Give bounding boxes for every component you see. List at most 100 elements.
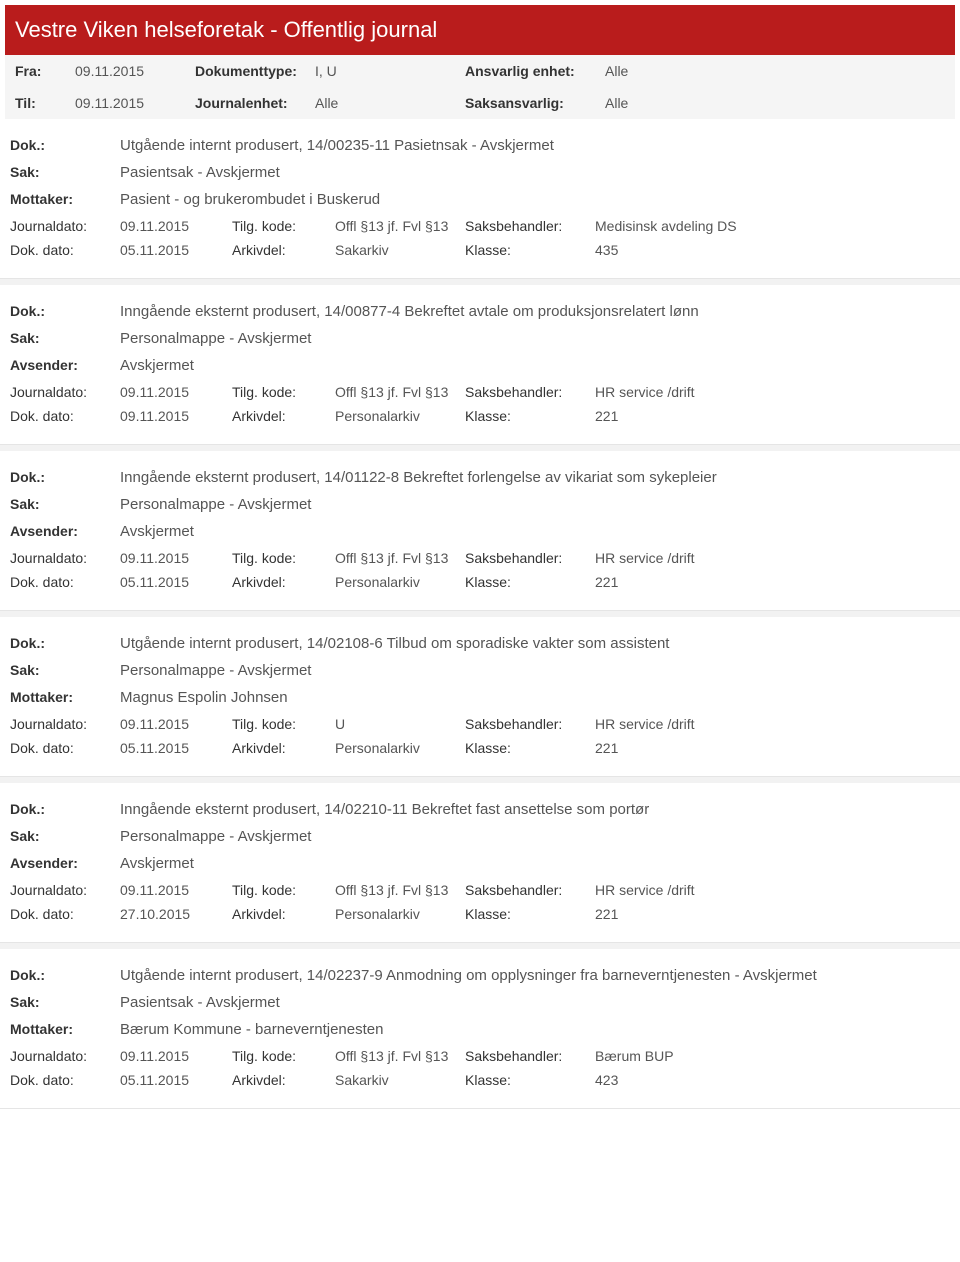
party-value: Avskjermet [120, 357, 194, 374]
journal-entry: Dok.: Inngående eksternt produsert, 14/0… [0, 783, 960, 943]
sak-value: Personalmappe - Avskjermet [120, 330, 311, 347]
arkivdel-label: Arkivdel: [232, 740, 335, 756]
arkivdel-label: Arkivdel: [232, 1072, 335, 1088]
journaldato-value: 09.11.2015 [120, 218, 232, 234]
journaldato-value: 09.11.2015 [120, 550, 232, 566]
arkivdel-label: Arkivdel: [232, 408, 335, 424]
arkivdel-value: Personalarkiv [335, 740, 465, 756]
party-label: Avsender: [10, 855, 120, 871]
sak-value: Personalmappe - Avskjermet [120, 828, 311, 845]
meta-row-1: Fra: 09.11.2015 Dokumenttype: I, U Ansva… [5, 55, 955, 87]
dokdato-label: Dok. dato: [10, 242, 120, 258]
saksansvarlig-value: Alle [605, 95, 628, 111]
party-value: Avskjermet [120, 855, 194, 872]
dok-value: Inngående eksternt produsert, 14/01122-8… [120, 469, 717, 486]
party-label: Mottaker: [10, 191, 120, 207]
arkivdel-value: Personalarkiv [335, 906, 465, 922]
klasse-value: 221 [595, 574, 618, 590]
dokdato-value: 05.11.2015 [120, 242, 232, 258]
doktype-value: I, U [315, 63, 365, 79]
dokdato-label: Dok. dato: [10, 906, 120, 922]
klasse-label: Klasse: [465, 574, 595, 590]
klasse-label: Klasse: [465, 242, 595, 258]
saksbehandler-label: Saksbehandler: [465, 550, 595, 566]
arkivdel-value: Sakarkiv [335, 242, 465, 258]
dok-value: Utgående internt produsert, 14/02108-6 T… [120, 635, 669, 652]
dokdato-value: 05.11.2015 [120, 740, 232, 756]
sak-value: Pasientsak - Avskjermet [120, 994, 280, 1011]
saksbehandler-label: Saksbehandler: [465, 882, 595, 898]
sak-label: Sak: [10, 662, 120, 678]
dok-label: Dok.: [10, 967, 120, 983]
sak-label: Sak: [10, 828, 120, 844]
saksbehandler-label: Saksbehandler: [465, 218, 595, 234]
journaldato-value: 09.11.2015 [120, 716, 232, 732]
sak-value: Personalmappe - Avskjermet [120, 662, 311, 679]
journaldato-label: Journaldato: [10, 882, 120, 898]
klasse-label: Klasse: [465, 408, 595, 424]
tilgkode-value: Offl §13 jf. Fvl §13 [335, 218, 465, 234]
meta-row-2: Til: 09.11.2015 Journalenhet: Alle Saksa… [5, 87, 955, 119]
saksbehandler-value: HR service /drift [595, 550, 695, 566]
journal-entry: Dok.: Utgående internt produsert, 14/002… [0, 119, 960, 279]
saksbehandler-label: Saksbehandler: [465, 384, 595, 400]
tilgkode-value: Offl §13 jf. Fvl §13 [335, 1048, 465, 1064]
dok-value: Inngående eksternt produsert, 14/00877-4… [120, 303, 699, 320]
journal-entry: Dok.: Utgående internt produsert, 14/021… [0, 617, 960, 777]
fra-label: Fra: [15, 63, 75, 79]
tilgkode-value: Offl §13 jf. Fvl §13 [335, 384, 465, 400]
journaldato-label: Journaldato: [10, 1048, 120, 1064]
journalenhet-label: Journalenhet: [195, 95, 315, 111]
sak-value: Pasientsak - Avskjermet [120, 164, 280, 181]
journaldato-value: 09.11.2015 [120, 1048, 232, 1064]
header-title: Vestre Viken helseforetak - Offentlig jo… [15, 17, 437, 42]
dok-value: Utgående internt produsert, 14/02237-9 A… [120, 967, 817, 984]
party-value: Bærum Kommune - barneverntjenesten [120, 1021, 383, 1038]
klasse-value: 435 [595, 242, 618, 258]
til-value: 09.11.2015 [75, 95, 155, 111]
party-value: Pasient - og brukerombudet i Buskerud [120, 191, 380, 208]
dokdato-label: Dok. dato: [10, 574, 120, 590]
saksansvarlig-label: Saksansvarlig: [465, 95, 605, 111]
tilgkode-value: U [335, 716, 465, 732]
dokdato-value: 05.11.2015 [120, 1072, 232, 1088]
tilgkode-label: Tilg. kode: [232, 1048, 335, 1064]
ansvarlig-value: Alle [605, 63, 628, 79]
klasse-value: 221 [595, 906, 618, 922]
sak-label: Sak: [10, 164, 120, 180]
tilgkode-label: Tilg. kode: [232, 384, 335, 400]
dokdato-label: Dok. dato: [10, 740, 120, 756]
saksbehandler-value: HR service /drift [595, 716, 695, 732]
sak-label: Sak: [10, 330, 120, 346]
saksbehandler-value: Medisinsk avdeling DS [595, 218, 737, 234]
arkivdel-value: Personalarkiv [335, 408, 465, 424]
party-label: Mottaker: [10, 1021, 120, 1037]
party-label: Avsender: [10, 357, 120, 373]
klasse-label: Klasse: [465, 740, 595, 756]
journal-entry: Dok.: Inngående eksternt produsert, 14/0… [0, 451, 960, 611]
journal-entry: Dok.: Utgående internt produsert, 14/022… [0, 949, 960, 1109]
party-value: Avskjermet [120, 523, 194, 540]
journal-entry: Dok.: Inngående eksternt produsert, 14/0… [0, 285, 960, 445]
journaldato-label: Journaldato: [10, 716, 120, 732]
tilgkode-value: Offl §13 jf. Fvl §13 [335, 550, 465, 566]
tilgkode-label: Tilg. kode: [232, 716, 335, 732]
fra-value: 09.11.2015 [75, 63, 155, 79]
saksbehandler-value: Bærum BUP [595, 1048, 674, 1064]
arkivdel-value: Sakarkiv [335, 1072, 465, 1088]
klasse-value: 423 [595, 1072, 618, 1088]
party-value: Magnus Espolin Johnsen [120, 689, 288, 706]
dokdato-value: 27.10.2015 [120, 906, 232, 922]
saksbehandler-value: HR service /drift [595, 882, 695, 898]
tilgkode-label: Tilg. kode: [232, 550, 335, 566]
klasse-label: Klasse: [465, 906, 595, 922]
journaldato-value: 09.11.2015 [120, 882, 232, 898]
dok-label: Dok.: [10, 635, 120, 651]
klasse-label: Klasse: [465, 1072, 595, 1088]
arkivdel-label: Arkivdel: [232, 242, 335, 258]
party-label: Avsender: [10, 523, 120, 539]
ansvarlig-label: Ansvarlig enhet: [465, 63, 605, 79]
journaldato-label: Journaldato: [10, 550, 120, 566]
sak-label: Sak: [10, 496, 120, 512]
dok-label: Dok.: [10, 303, 120, 319]
